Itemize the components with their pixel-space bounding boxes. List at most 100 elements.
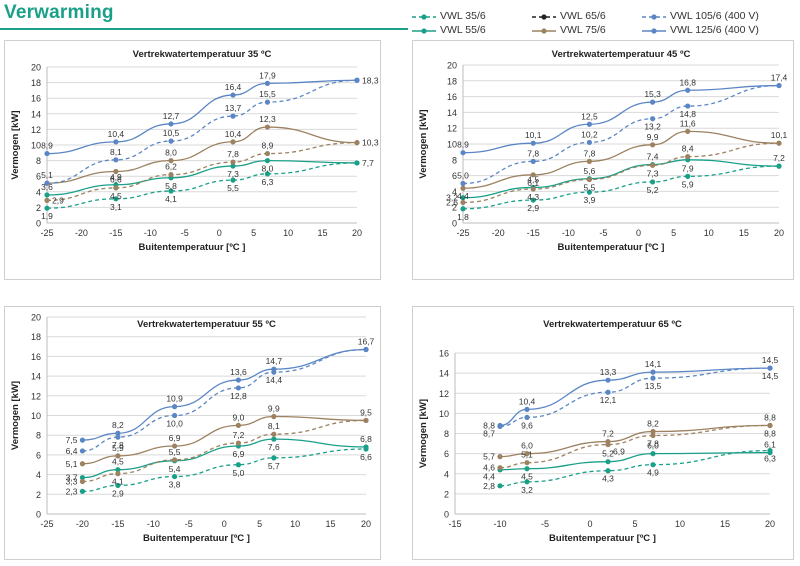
series-line <box>499 449 771 487</box>
data-label: 8,9 <box>41 141 53 151</box>
x-tick-label: 0 <box>217 228 222 238</box>
series-line <box>46 162 358 209</box>
data-label: 8,8 <box>483 420 495 430</box>
series-line <box>499 424 771 469</box>
y-tick-label: 10 <box>31 141 41 151</box>
data-label: 10,3 <box>362 138 379 148</box>
data-point <box>79 488 86 494</box>
data-point <box>230 159 236 165</box>
data-point <box>44 197 50 203</box>
data-label: 7,6 <box>268 442 280 452</box>
data-label: 6,1 <box>527 178 539 188</box>
data-point <box>460 180 466 187</box>
data-point <box>113 139 119 145</box>
x-tick-label: -25 <box>456 228 469 238</box>
y-tick-label: 12 <box>31 125 41 135</box>
data-point <box>685 173 691 179</box>
data-point <box>230 177 236 183</box>
data-point <box>79 461 86 467</box>
chart-title: Vertrekwatertemperatuur 35 ºC <box>133 49 272 60</box>
y-tick-label: 20 <box>447 61 457 71</box>
data-point <box>354 140 360 146</box>
data-point <box>776 140 782 146</box>
legend-swatch <box>642 28 666 34</box>
data-label: 7,8 <box>227 149 239 159</box>
x-tick-label: 15 <box>739 228 749 238</box>
x-tick-label: 5 <box>257 519 262 529</box>
data-point <box>172 457 178 463</box>
data-point <box>530 197 536 203</box>
y-tick-label: 6 <box>444 449 449 459</box>
data-point <box>264 171 271 177</box>
data-label: 17,9 <box>259 70 276 80</box>
data-label: 5,0 <box>457 171 469 181</box>
y-axis-label: Vermogen [kW] <box>418 399 429 468</box>
series-line <box>499 424 771 458</box>
data-point <box>530 172 536 178</box>
data-point <box>235 385 241 391</box>
y-tick-label: 16 <box>31 94 41 104</box>
data-point <box>586 158 592 164</box>
data-label: 10,4 <box>225 129 242 139</box>
chart-panel-65: 0 2 4 6 8 10 12 14 16 -15 -10 -5 0 5 10 15 20 Vertrekwate… <box>412 306 794 560</box>
series-line <box>82 415 367 465</box>
chart-panel-35: 0 2 4 6 8 10 12 14 16 18 20 -25 -20 -15 -10 -5 0 5 10 15 20 V… <box>4 40 381 280</box>
series-line <box>462 159 780 199</box>
y-tick-label: 8 <box>444 429 449 439</box>
y-tick-label: 2 <box>444 489 449 499</box>
data-point <box>650 432 656 439</box>
y-tick-label: 8 <box>452 155 457 165</box>
data-point <box>767 422 773 429</box>
data-label: 15,5 <box>259 89 276 99</box>
x-tick-label: -15 <box>109 228 122 238</box>
data-label: 13,2 <box>644 122 661 132</box>
data-point <box>650 142 656 148</box>
data-label: 12,1 <box>600 395 617 405</box>
x-axis-label: Buitentemperatuur [ºC ] <box>549 533 656 544</box>
y-tick-label: 14 <box>447 108 457 118</box>
data-point <box>172 473 178 480</box>
y-tick-label: 10 <box>447 140 457 150</box>
data-point <box>44 180 50 186</box>
y-tick-label: 18 <box>31 78 41 88</box>
data-label: 14,4 <box>266 375 283 385</box>
data-label: 14,7 <box>266 356 283 366</box>
data-label: 6,2 <box>165 162 177 172</box>
data-point <box>530 158 536 164</box>
x-tick-label: -10 <box>147 519 160 529</box>
x-tick-label: 10 <box>290 519 300 529</box>
data-label: 4,5 <box>112 457 124 467</box>
data-point <box>586 139 592 146</box>
data-point <box>264 158 271 164</box>
x-tick-label: -15 <box>527 228 540 238</box>
chart-title: Vertrekwatertemperatuur 45 ºC <box>552 49 691 60</box>
data-point <box>605 438 611 445</box>
data-label: 8,4 <box>682 144 694 154</box>
chart-title: Vertrekwatertemperatuur 55 ºC <box>137 319 276 330</box>
x-tick-label: 15 <box>720 519 730 529</box>
data-point <box>44 205 50 211</box>
data-point <box>168 121 174 127</box>
series-line <box>46 79 358 184</box>
x-tick-label: 20 <box>774 228 784 238</box>
x-tick-label: -20 <box>492 228 505 238</box>
data-point <box>460 185 466 191</box>
data-label: 5,5 <box>583 183 595 193</box>
data-label: 4,1 <box>165 194 177 204</box>
data-label: 3,2 <box>446 193 458 203</box>
data-point <box>113 168 119 175</box>
data-label: 6,3 <box>764 454 776 464</box>
data-label: 3,3 <box>66 476 78 486</box>
legend-label: VWL 105/6 (400 V) <box>670 10 759 22</box>
x-tick-label: 10 <box>704 228 714 238</box>
data-label: 7,7 <box>362 158 374 168</box>
data-label: 14,8 <box>679 109 696 119</box>
data-label: 4,6 <box>483 463 495 473</box>
data-label: 13,3 <box>600 367 617 377</box>
data-label: 4,4 <box>483 472 495 482</box>
data-point <box>79 474 86 481</box>
data-label: 5,7 <box>483 452 495 462</box>
data-point <box>524 479 530 485</box>
data-label: 7,4 <box>647 152 659 162</box>
data-label: 5,4 <box>169 464 181 474</box>
